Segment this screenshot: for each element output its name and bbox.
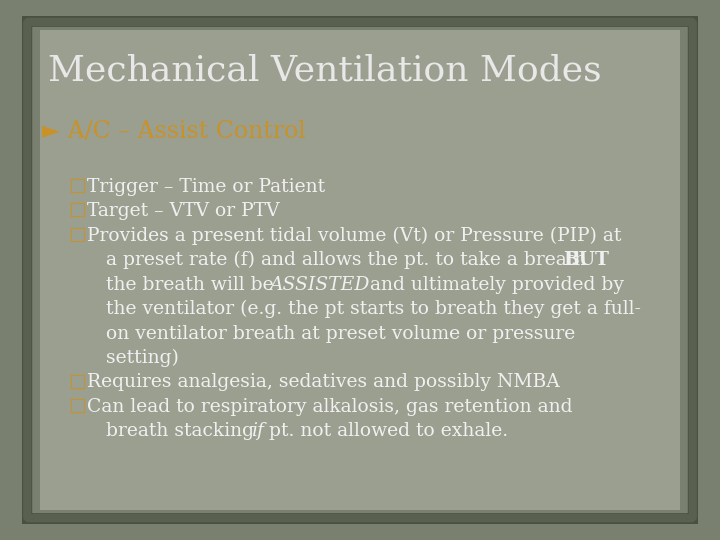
Text: breath stacking: breath stacking [107, 422, 260, 440]
Text: ► A/C – Assist Control: ► A/C – Assist Control [42, 119, 306, 143]
Text: □: □ [68, 226, 86, 244]
Text: and ultimately provided by: and ultimately provided by [364, 275, 624, 294]
Text: the ventilator (e.g. the pt starts to breath they get a full-: the ventilator (e.g. the pt starts to br… [107, 300, 642, 318]
Text: Mechanical Ventilation Modes: Mechanical Ventilation Modes [48, 54, 601, 88]
Text: Can lead to respiratory alkalosis, gas retention and: Can lead to respiratory alkalosis, gas r… [87, 398, 573, 416]
Text: □: □ [68, 373, 86, 390]
Text: a preset rate (f) and allows the pt. to take a breath: a preset rate (f) and allows the pt. to … [107, 251, 593, 269]
Text: if: if [251, 422, 264, 440]
Text: pt. not allowed to exhale.: pt. not allowed to exhale. [264, 422, 508, 440]
Text: Trigger – Time or Patient: Trigger – Time or Patient [87, 178, 325, 196]
Text: Provides a present tidal volume (Vt) or Pressure (PIP) at: Provides a present tidal volume (Vt) or … [87, 227, 622, 245]
Text: □: □ [68, 201, 86, 219]
Text: BUT: BUT [563, 251, 609, 269]
Text: Target – VTV or PTV: Target – VTV or PTV [87, 202, 280, 220]
Text: □: □ [68, 397, 86, 415]
Text: □: □ [68, 177, 86, 195]
Text: ASSISTED: ASSISTED [269, 275, 370, 294]
Text: on ventilator breath at preset volume or pressure: on ventilator breath at preset volume or… [107, 325, 575, 342]
Text: the breath will be: the breath will be [107, 275, 280, 294]
Text: setting): setting) [107, 349, 179, 367]
Text: Requires analgesia, sedatives and possibly NMBA: Requires analgesia, sedatives and possib… [87, 373, 560, 392]
